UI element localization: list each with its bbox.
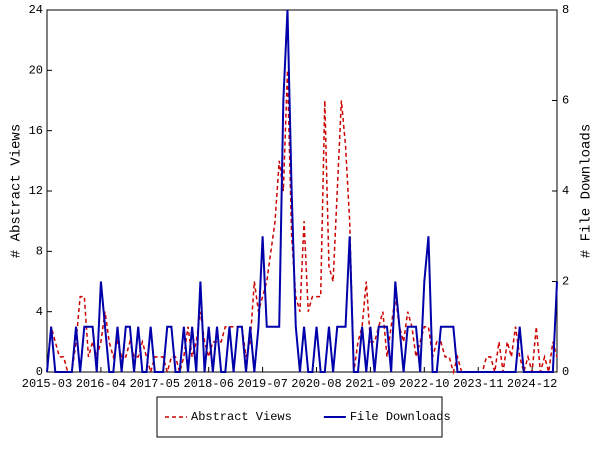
y-tick-label: 16 [29, 124, 43, 138]
y-tick-label: 0 [36, 365, 43, 379]
legend-box [156, 396, 443, 438]
y2-tick-label: 4 [562, 184, 569, 198]
series-line [46, 70, 558, 375]
legend-label: Abstract Views [191, 410, 292, 424]
y2-tick-label: 2 [562, 275, 569, 289]
x-tick-label: 2016-04 [76, 377, 126, 391]
y2-tick-label: 0 [562, 365, 569, 379]
y-tick-label: 4 [36, 305, 43, 319]
y-tick-label: 8 [36, 245, 43, 259]
series-line [46, 9, 558, 373]
y2-tick-label: 8 [562, 3, 569, 17]
legend-label: File Downloads [350, 410, 451, 424]
x-tick-label: 2018-06 [183, 377, 233, 391]
x-tick-label: 2024-12 [507, 377, 557, 391]
y-tick-label: 20 [29, 64, 43, 78]
x-tick-label: 2015-03 [22, 377, 72, 391]
plot-frame [46, 9, 558, 373]
y-axis-title: # Abstract Views [9, 124, 25, 258]
y2-tick-label: 6 [562, 94, 569, 108]
y2-axis-title: # File Downloads [579, 124, 595, 258]
x-tick-label: 2021-09 [345, 377, 395, 391]
x-tick-label: 2017-05 [130, 377, 180, 391]
x-tick-label: 2020-08 [291, 377, 341, 391]
y-tick-label: 12 [29, 184, 43, 198]
x-tick-label: 2023-11 [453, 377, 503, 391]
x-tick-label: 2022-10 [399, 377, 449, 391]
x-tick-label: 2019-07 [237, 377, 287, 391]
y-tick-label: 24 [29, 3, 43, 17]
